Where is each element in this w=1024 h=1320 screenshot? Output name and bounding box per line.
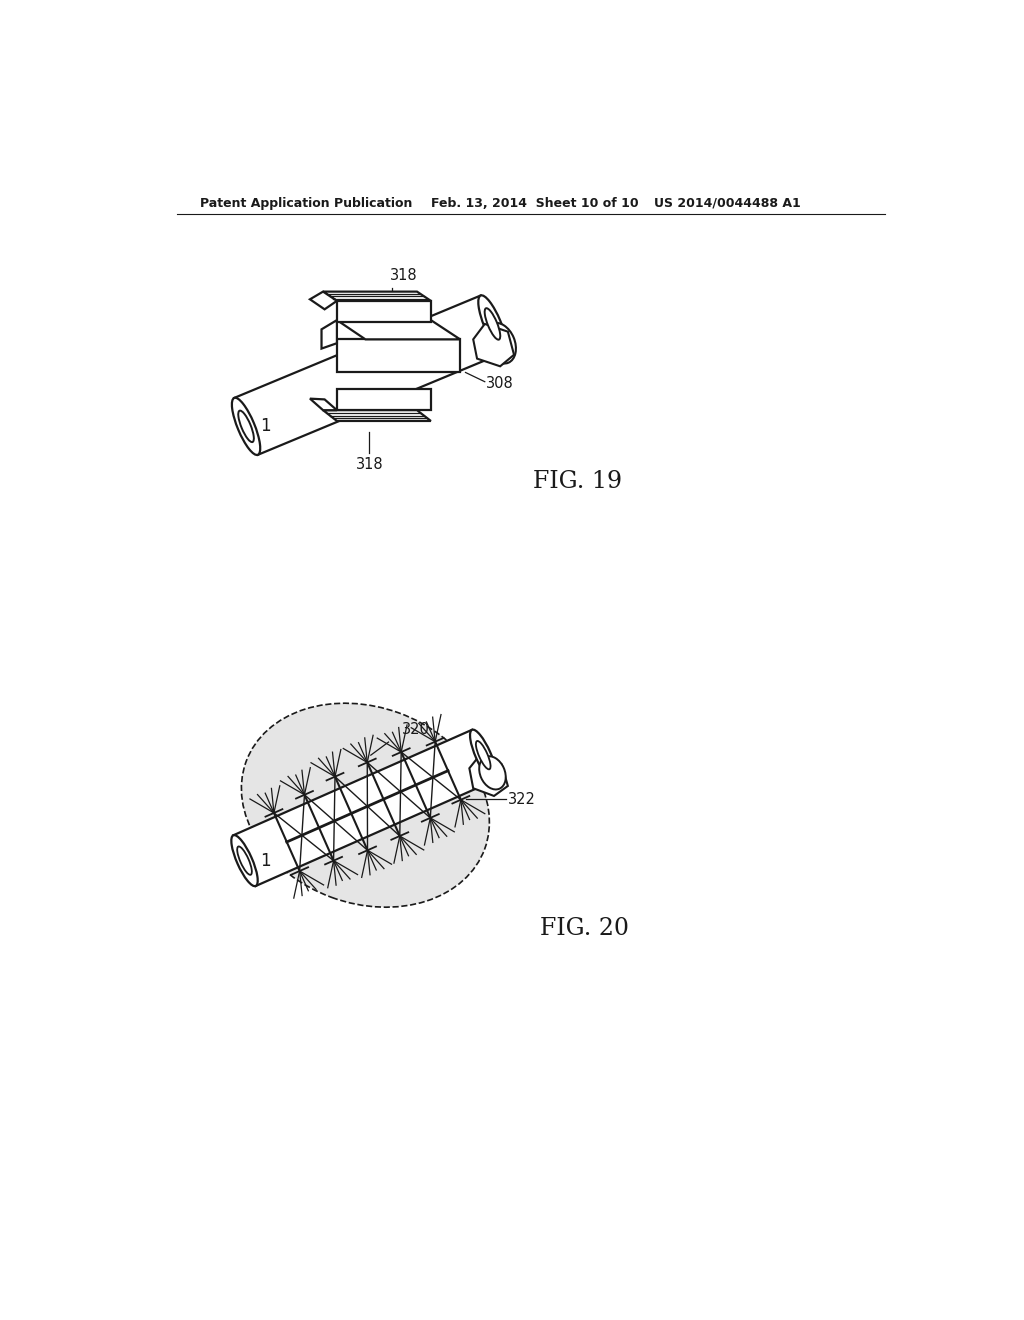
Ellipse shape	[470, 730, 497, 780]
Text: 1: 1	[260, 851, 270, 870]
Polygon shape	[310, 399, 337, 411]
Ellipse shape	[484, 308, 501, 339]
Ellipse shape	[239, 411, 254, 442]
Polygon shape	[337, 339, 460, 372]
Text: 1: 1	[260, 417, 270, 436]
Polygon shape	[310, 292, 337, 309]
Text: 320: 320	[401, 722, 429, 738]
Text: FIG. 19: FIG. 19	[532, 470, 622, 494]
Ellipse shape	[231, 836, 258, 886]
Polygon shape	[323, 292, 431, 301]
Ellipse shape	[476, 741, 490, 770]
Text: 318: 318	[390, 268, 418, 284]
Ellipse shape	[479, 756, 506, 789]
Ellipse shape	[231, 397, 260, 455]
Polygon shape	[322, 321, 337, 348]
Polygon shape	[337, 321, 460, 339]
Text: Patent Application Publication: Patent Application Publication	[200, 197, 413, 210]
Text: 318: 318	[355, 457, 383, 473]
Text: US 2014/0044488 A1: US 2014/0044488 A1	[654, 197, 801, 210]
Polygon shape	[337, 389, 431, 411]
Polygon shape	[233, 730, 495, 886]
Ellipse shape	[484, 323, 516, 363]
Text: 322: 322	[508, 792, 536, 807]
Polygon shape	[337, 301, 431, 322]
Polygon shape	[469, 756, 508, 796]
Text: 308: 308	[486, 376, 514, 391]
Text: FIG. 20: FIG. 20	[541, 917, 630, 940]
Polygon shape	[473, 323, 514, 367]
Ellipse shape	[478, 296, 507, 352]
Polygon shape	[323, 411, 431, 421]
Polygon shape	[234, 296, 504, 455]
Ellipse shape	[238, 846, 252, 875]
Ellipse shape	[242, 704, 489, 907]
Text: Feb. 13, 2014  Sheet 10 of 10: Feb. 13, 2014 Sheet 10 of 10	[431, 197, 639, 210]
